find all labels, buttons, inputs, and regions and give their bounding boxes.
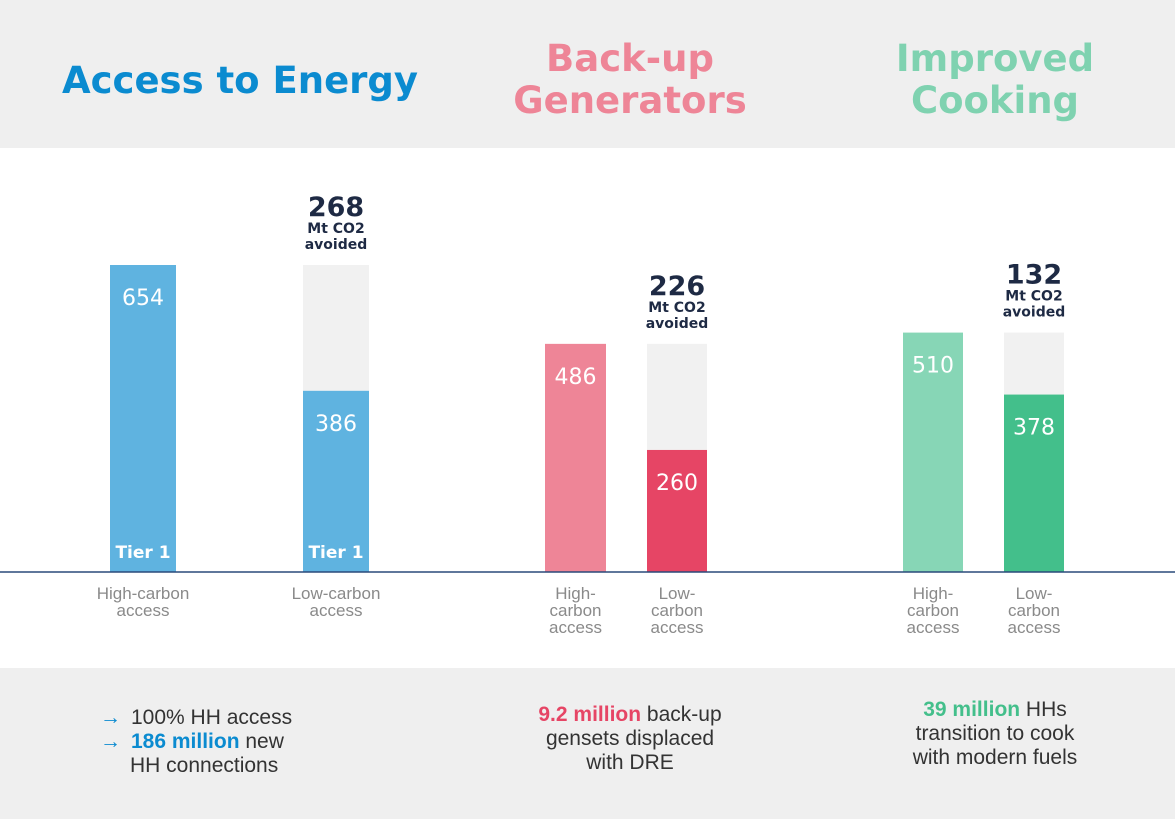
category-label: access xyxy=(651,618,704,637)
category-label: Low- xyxy=(659,584,696,603)
avoided-remainder-bar xyxy=(647,343,707,450)
bar-high-carbon xyxy=(545,343,606,572)
bar-value-label: 260 xyxy=(656,471,698,496)
category-label: Low-carbon xyxy=(292,584,381,603)
category-label: access xyxy=(310,601,363,620)
category-label: Low- xyxy=(1016,584,1053,603)
bar-high-carbon xyxy=(903,332,963,572)
footer-line: with DRE xyxy=(586,751,674,774)
footer-line: → 100% HH access xyxy=(100,706,293,729)
category-label: High- xyxy=(555,584,596,603)
avoided-unit-label: Mt CO2 xyxy=(648,300,705,316)
category-label: carbon xyxy=(550,601,602,620)
avoided-unit-label: avoided xyxy=(1003,305,1066,321)
avoided-unit-label: avoided xyxy=(305,237,368,253)
title-backup-generators: Back-up Generators xyxy=(490,38,770,122)
category-label: carbon xyxy=(1008,601,1060,620)
footer-backup: 9.2 million back-up gensets displaced wi… xyxy=(490,703,770,775)
title-line: Improved xyxy=(895,37,1095,80)
bar-value-label: 654 xyxy=(122,286,164,311)
category-label: access xyxy=(117,601,170,620)
category-label: access xyxy=(549,618,602,637)
footer-highlight: 39 million xyxy=(923,698,1021,721)
footer-line: → 186 million new xyxy=(100,730,284,753)
category-label: High- xyxy=(913,584,954,603)
footer-line: gensets displaced xyxy=(545,727,715,750)
avoided-unit-label: Mt CO2 xyxy=(307,221,364,237)
bar-value-label: 378 xyxy=(1013,416,1055,441)
category-label: High-carbon xyxy=(97,584,190,603)
bar-value-label: 486 xyxy=(555,365,597,390)
category-label: access xyxy=(907,618,960,637)
avoided-remainder-bar xyxy=(303,265,369,391)
avoided-unit-label: avoided xyxy=(646,316,709,332)
title-line: Cooking xyxy=(910,79,1080,122)
avoided-unit-label: Mt CO2 xyxy=(1005,289,1062,305)
category-label: carbon xyxy=(907,601,959,620)
footer-line: 39 million HHs xyxy=(923,698,1067,721)
bar-tier-label: Tier 1 xyxy=(308,543,363,563)
bar-high-carbon xyxy=(110,265,176,572)
title-line: Generators xyxy=(513,79,747,122)
avoided-value-label: 268 xyxy=(308,192,364,223)
footer-line: with modern fuels xyxy=(912,746,1078,769)
footer-line: HH connections xyxy=(130,754,279,777)
title-access-to-energy: Access to Energy xyxy=(61,59,419,102)
avoided-value-label: 132 xyxy=(1006,260,1062,291)
footer-band xyxy=(0,668,1175,819)
bar-low-carbon xyxy=(303,390,369,572)
title-line: Back-up xyxy=(546,37,714,80)
footer-highlight: 9.2 million xyxy=(538,703,642,726)
footer-cooking: 39 million HHs transition to cook with m… xyxy=(865,698,1125,770)
avoided-remainder-bar xyxy=(1004,332,1064,395)
bar-low-carbon xyxy=(647,449,707,572)
arrow-icon: → xyxy=(100,730,121,753)
footer-line: 9.2 million back-up xyxy=(538,703,722,726)
bar-low-carbon xyxy=(1004,394,1064,572)
bar-value-label: 510 xyxy=(912,354,954,379)
bar-tier-label: Tier 1 xyxy=(115,543,170,563)
avoided-value-label: 226 xyxy=(649,271,705,302)
category-label: access xyxy=(1008,618,1061,637)
footer-line: transition to cook xyxy=(915,722,1075,745)
footer-highlight: 186 million xyxy=(131,730,240,753)
category-label: carbon xyxy=(651,601,703,620)
footer-access: → 100% HH access → 186 million new HH conn… xyxy=(100,706,360,778)
arrow-icon: → xyxy=(100,706,121,729)
bar-value-label: 386 xyxy=(315,412,357,437)
header-band xyxy=(0,0,1175,148)
title-improved-cooking: Improved Cooking xyxy=(860,38,1130,122)
